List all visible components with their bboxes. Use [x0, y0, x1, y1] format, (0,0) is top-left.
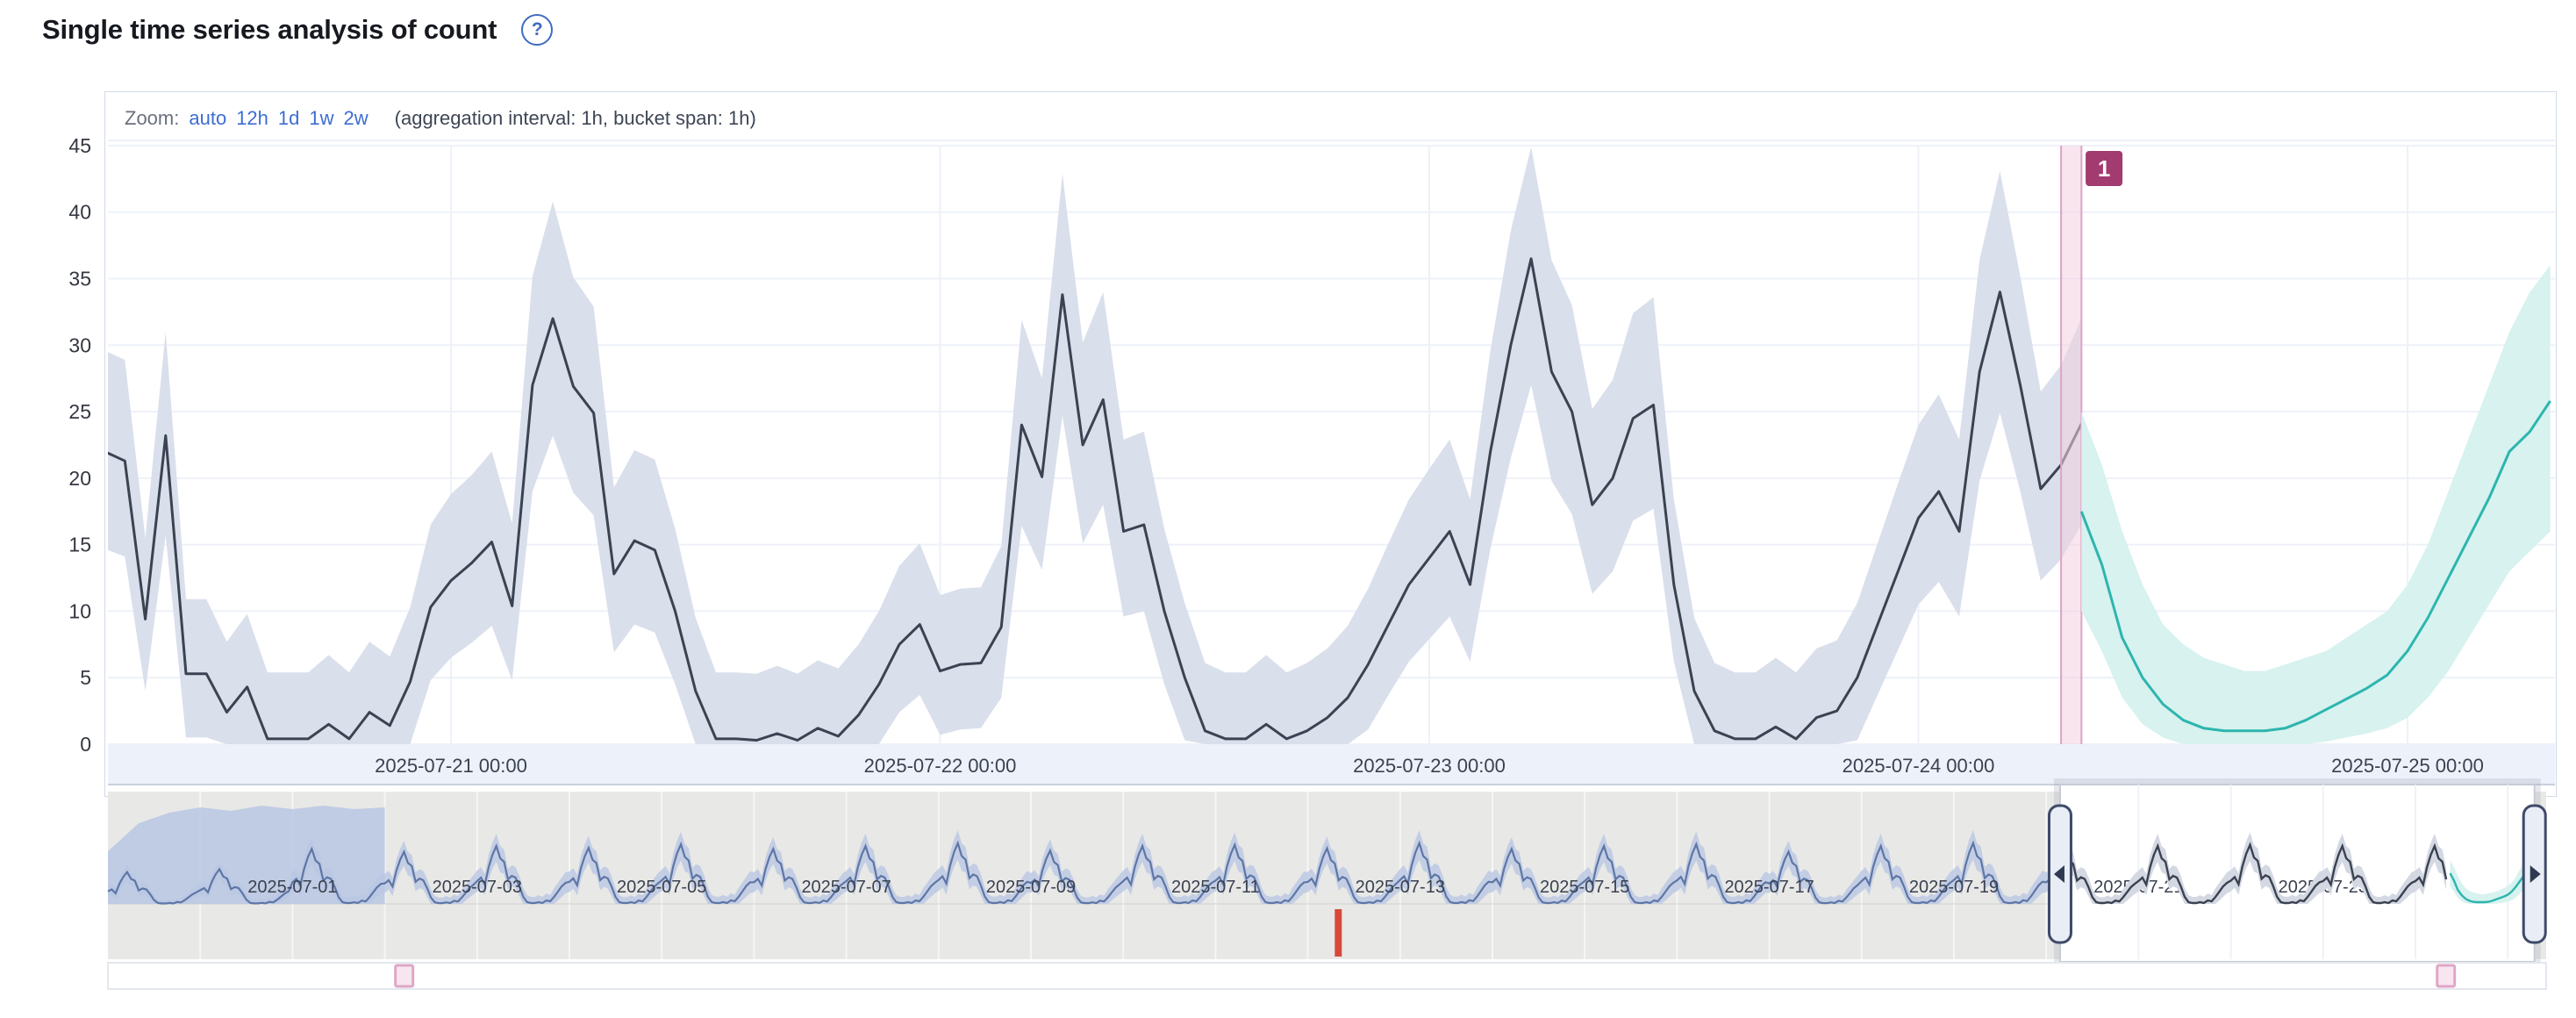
context-swimlane-anomaly-marker[interactable] [1335, 909, 1342, 957]
help-icon[interactable]: ? [521, 14, 554, 46]
forecast-line [2079, 400, 2551, 733]
context-tick-label: 2025-07-03 [433, 878, 522, 897]
context-tick-label: 2025-07-15 [1540, 878, 1629, 897]
context-tick-label: 2025-07-09 [986, 878, 1076, 897]
y-axis-tick-label: 30 [68, 333, 91, 356]
brush-selection-window[interactable]: 2025-07-212025-07-23 [2053, 778, 2541, 968]
y-axis-tick-label: 0 [80, 733, 91, 756]
x-axis-tick-label: 2025-07-23 00:00 [1353, 755, 1506, 777]
anomaly-timeline[interactable] [107, 962, 2547, 990]
context-tick-label: 2025-07-05 [617, 878, 706, 897]
context-tick-label: 2025-07-19 [1909, 878, 1999, 897]
model-bounds-area [108, 147, 2082, 744]
forecast-series [2079, 265, 2551, 744]
context-learning-band [108, 806, 385, 904]
anomaly-highlight[interactable]: 1 [2060, 146, 2123, 744]
title-row: Single time series analysis of count ? [42, 14, 554, 46]
y-axis-tick-label: 40 [68, 201, 91, 224]
y-axis-tick-label: 25 [68, 400, 91, 423]
anomaly-timeline-marker[interactable] [2436, 964, 2457, 988]
zoom-link-12h[interactable]: 12h [236, 107, 268, 129]
context-chart[interactable]: 2025-07-01 2025-07-03 2025-07-05 2025-07-07… [107, 792, 2546, 959]
x-axis-tick-label: 2025-07-22 00:00 [864, 755, 1017, 777]
context-tick-label: 2025-07-17 [1724, 878, 1814, 897]
context-tick-label: 2025-07-11 [1171, 878, 1260, 897]
y-axis-tick-label: 15 [68, 534, 91, 556]
zoom-link-1w[interactable]: 1w [309, 107, 334, 129]
aggregation-note: (aggregation interval: 1h, bucket span: … [394, 107, 756, 129]
anomaly-marker-badge[interactable] [2086, 151, 2123, 186]
x-axis-tick-label: 2025-07-24 00:00 [1843, 755, 1995, 777]
brush-right-handle[interactable] [2522, 804, 2547, 944]
context-bounds-area [108, 830, 2447, 904]
zoom-link-2w[interactable]: 2w [343, 107, 369, 129]
chart-zoom-controls: Zoom: auto 12h 1d 1w 2w (aggregation interval:… [125, 107, 756, 130]
main-series [108, 147, 2083, 744]
anomaly-band[interactable] [2061, 146, 2082, 744]
context-tick-label: 2025-07-13 [1356, 878, 1445, 897]
anomaly-marker-count: 1 [2098, 155, 2110, 182]
context-tick-label: 2025-07-07 [801, 878, 891, 897]
chevron-right-icon [2529, 865, 2541, 883]
zoom-label: Zoom: [125, 107, 180, 129]
zoom-link-auto[interactable]: auto [189, 107, 227, 129]
y-axis-tick-label: 45 [68, 134, 91, 157]
chevron-left-icon [2053, 865, 2064, 883]
y-axis-tick-label: 20 [68, 467, 91, 490]
page-title: Single time series analysis of count [42, 14, 497, 45]
anomaly-timeline-marker[interactable] [394, 964, 415, 988]
y-axis-tick-label: 10 [68, 599, 91, 622]
zoom-links: auto 12h 1d 1w 2w [179, 107, 368, 129]
selected-value-line [2059, 842, 2448, 905]
x-axis-tick-label: 2025-07-21 00:00 [375, 755, 527, 777]
actual-value-line [108, 257, 2083, 742]
context-tick-label: 2025-07-01 [247, 878, 337, 897]
zoom-link-1d[interactable]: 1d [277, 107, 300, 129]
y-axis-tick-label: 35 [68, 268, 91, 290]
brush-left-handle[interactable] [2047, 804, 2072, 944]
x-axis-tick-label: 2025-07-25 00:00 [2331, 755, 2484, 777]
y-axis-tick-label: 5 [80, 666, 91, 689]
forecast-bounds-area [2081, 265, 2551, 744]
